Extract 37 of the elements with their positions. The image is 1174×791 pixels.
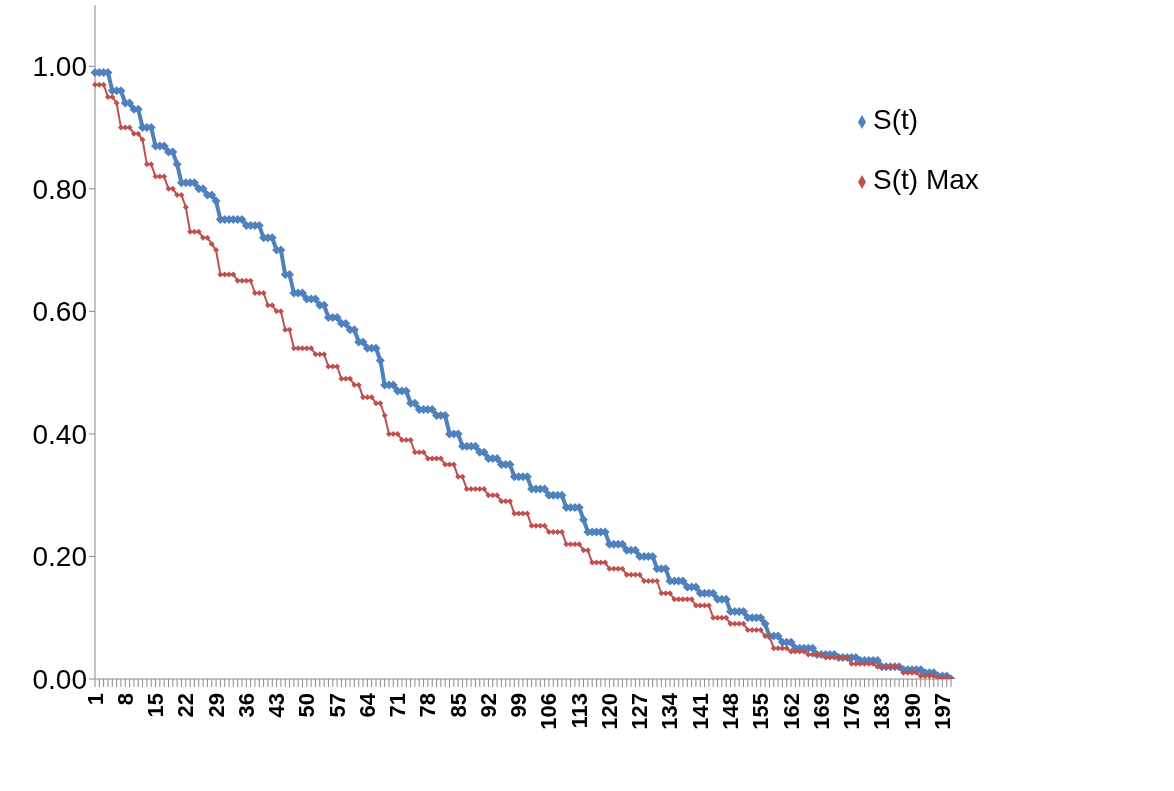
x-tick-label: 106 [536, 693, 562, 730]
y-tick-label: 1.00 [32, 51, 87, 83]
x-tick-label: 176 [839, 693, 865, 730]
x-tick-label: 99 [506, 693, 532, 718]
x-tick-label: 22 [173, 693, 199, 718]
x-tick-label: 155 [748, 693, 774, 730]
x-tick-label: 127 [627, 693, 653, 730]
y-tick-label: 0.80 [32, 173, 87, 205]
x-tick-label: 64 [354, 692, 380, 718]
x-tick-label: 15 [143, 693, 169, 718]
legend-label: S(t) [873, 104, 919, 135]
x-tick-label: 197 [929, 693, 955, 730]
y-tick-label: 0.20 [32, 541, 87, 573]
x-tick-label: 85 [445, 693, 471, 718]
x-tick-label: 1 [82, 693, 108, 706]
legend-label: S(t) Max [873, 164, 979, 195]
x-tick-label: 36 [233, 693, 259, 718]
x-tick-label: 43 [264, 693, 290, 718]
x-tick-label: 50 [294, 693, 320, 718]
x-tick-label: 71 [385, 693, 411, 718]
x-tick-label: 8 [112, 693, 138, 706]
x-tick-label: 183 [869, 693, 895, 730]
x-tick-label: 92 [475, 693, 501, 718]
x-tick-label: 57 [324, 693, 350, 718]
x-tick-label: 78 [415, 693, 441, 718]
y-tick-label: 0.60 [32, 296, 87, 328]
y-tick-label: 0.40 [32, 418, 87, 450]
x-tick-label: 162 [778, 693, 804, 730]
x-tick-label: 190 [899, 693, 925, 730]
x-tick-label: 134 [657, 692, 683, 730]
x-tick-label: 120 [596, 693, 622, 730]
x-tick-label: 29 [203, 693, 229, 718]
x-tick-label: 148 [718, 693, 744, 730]
x-tick-label: 141 [687, 693, 713, 730]
x-tick-label: 169 [808, 693, 834, 730]
y-tick-label: 0.00 [32, 663, 87, 695]
x-tick-label: 113 [566, 693, 592, 729]
